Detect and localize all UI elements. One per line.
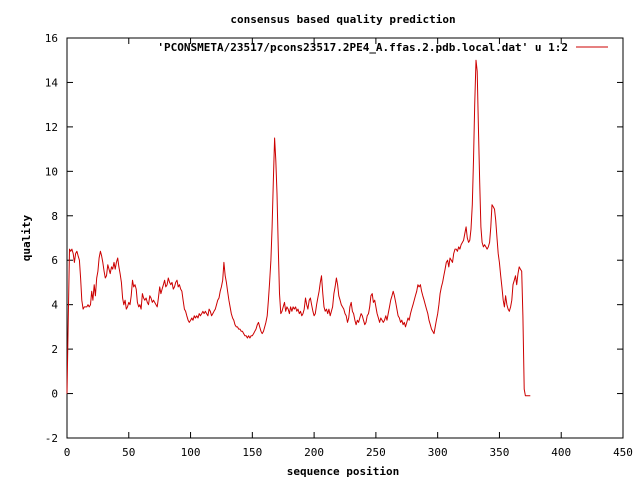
x-tick-label: 300: [428, 446, 448, 459]
y-ticks: -2 0 2 4 6 8 10 12 14 16: [45, 32, 623, 445]
x-tick-label: 450: [613, 446, 633, 459]
y-tick-label: 8: [51, 210, 58, 223]
x-tick-label: 0: [64, 446, 71, 459]
x-ticks: 0 50 100 150 200 250 300 350 400 450: [64, 38, 633, 459]
series-layer: [66, 59, 531, 397]
x-tick-label: 150: [242, 446, 262, 459]
x-tick-label: 400: [551, 446, 571, 459]
x-axis-label: sequence position: [287, 465, 400, 478]
plot-frame: [66, 37, 624, 439]
x-tick-label: 200: [304, 446, 324, 459]
y-tick-label: 10: [45, 165, 58, 178]
y-tick-label: -2: [45, 432, 58, 445]
y-tick-label: 6: [51, 254, 58, 267]
y-tick-label: 16: [45, 32, 58, 45]
x-tick-label: 100: [181, 446, 201, 459]
y-axis-label: quality: [20, 214, 33, 261]
x-tick-label: 250: [366, 446, 386, 459]
series-line-0: [66, 59, 531, 397]
y-tick-label: 0: [51, 388, 58, 401]
x-tick-label: 350: [490, 446, 510, 459]
x-tick-label: 50: [122, 446, 135, 459]
chart-title: consensus based quality prediction: [230, 13, 455, 26]
y-tick-label: 4: [51, 299, 58, 312]
y-tick-label: 2: [51, 343, 58, 356]
y-tick-label: 14: [45, 76, 59, 89]
legend: 'PCONSMETA/23517/pcons23517.2PE4_A.ffas.…: [157, 41, 608, 54]
legend-label: 'PCONSMETA/23517/pcons23517.2PE4_A.ffas.…: [157, 41, 568, 54]
y-tick-label: 12: [45, 121, 58, 134]
